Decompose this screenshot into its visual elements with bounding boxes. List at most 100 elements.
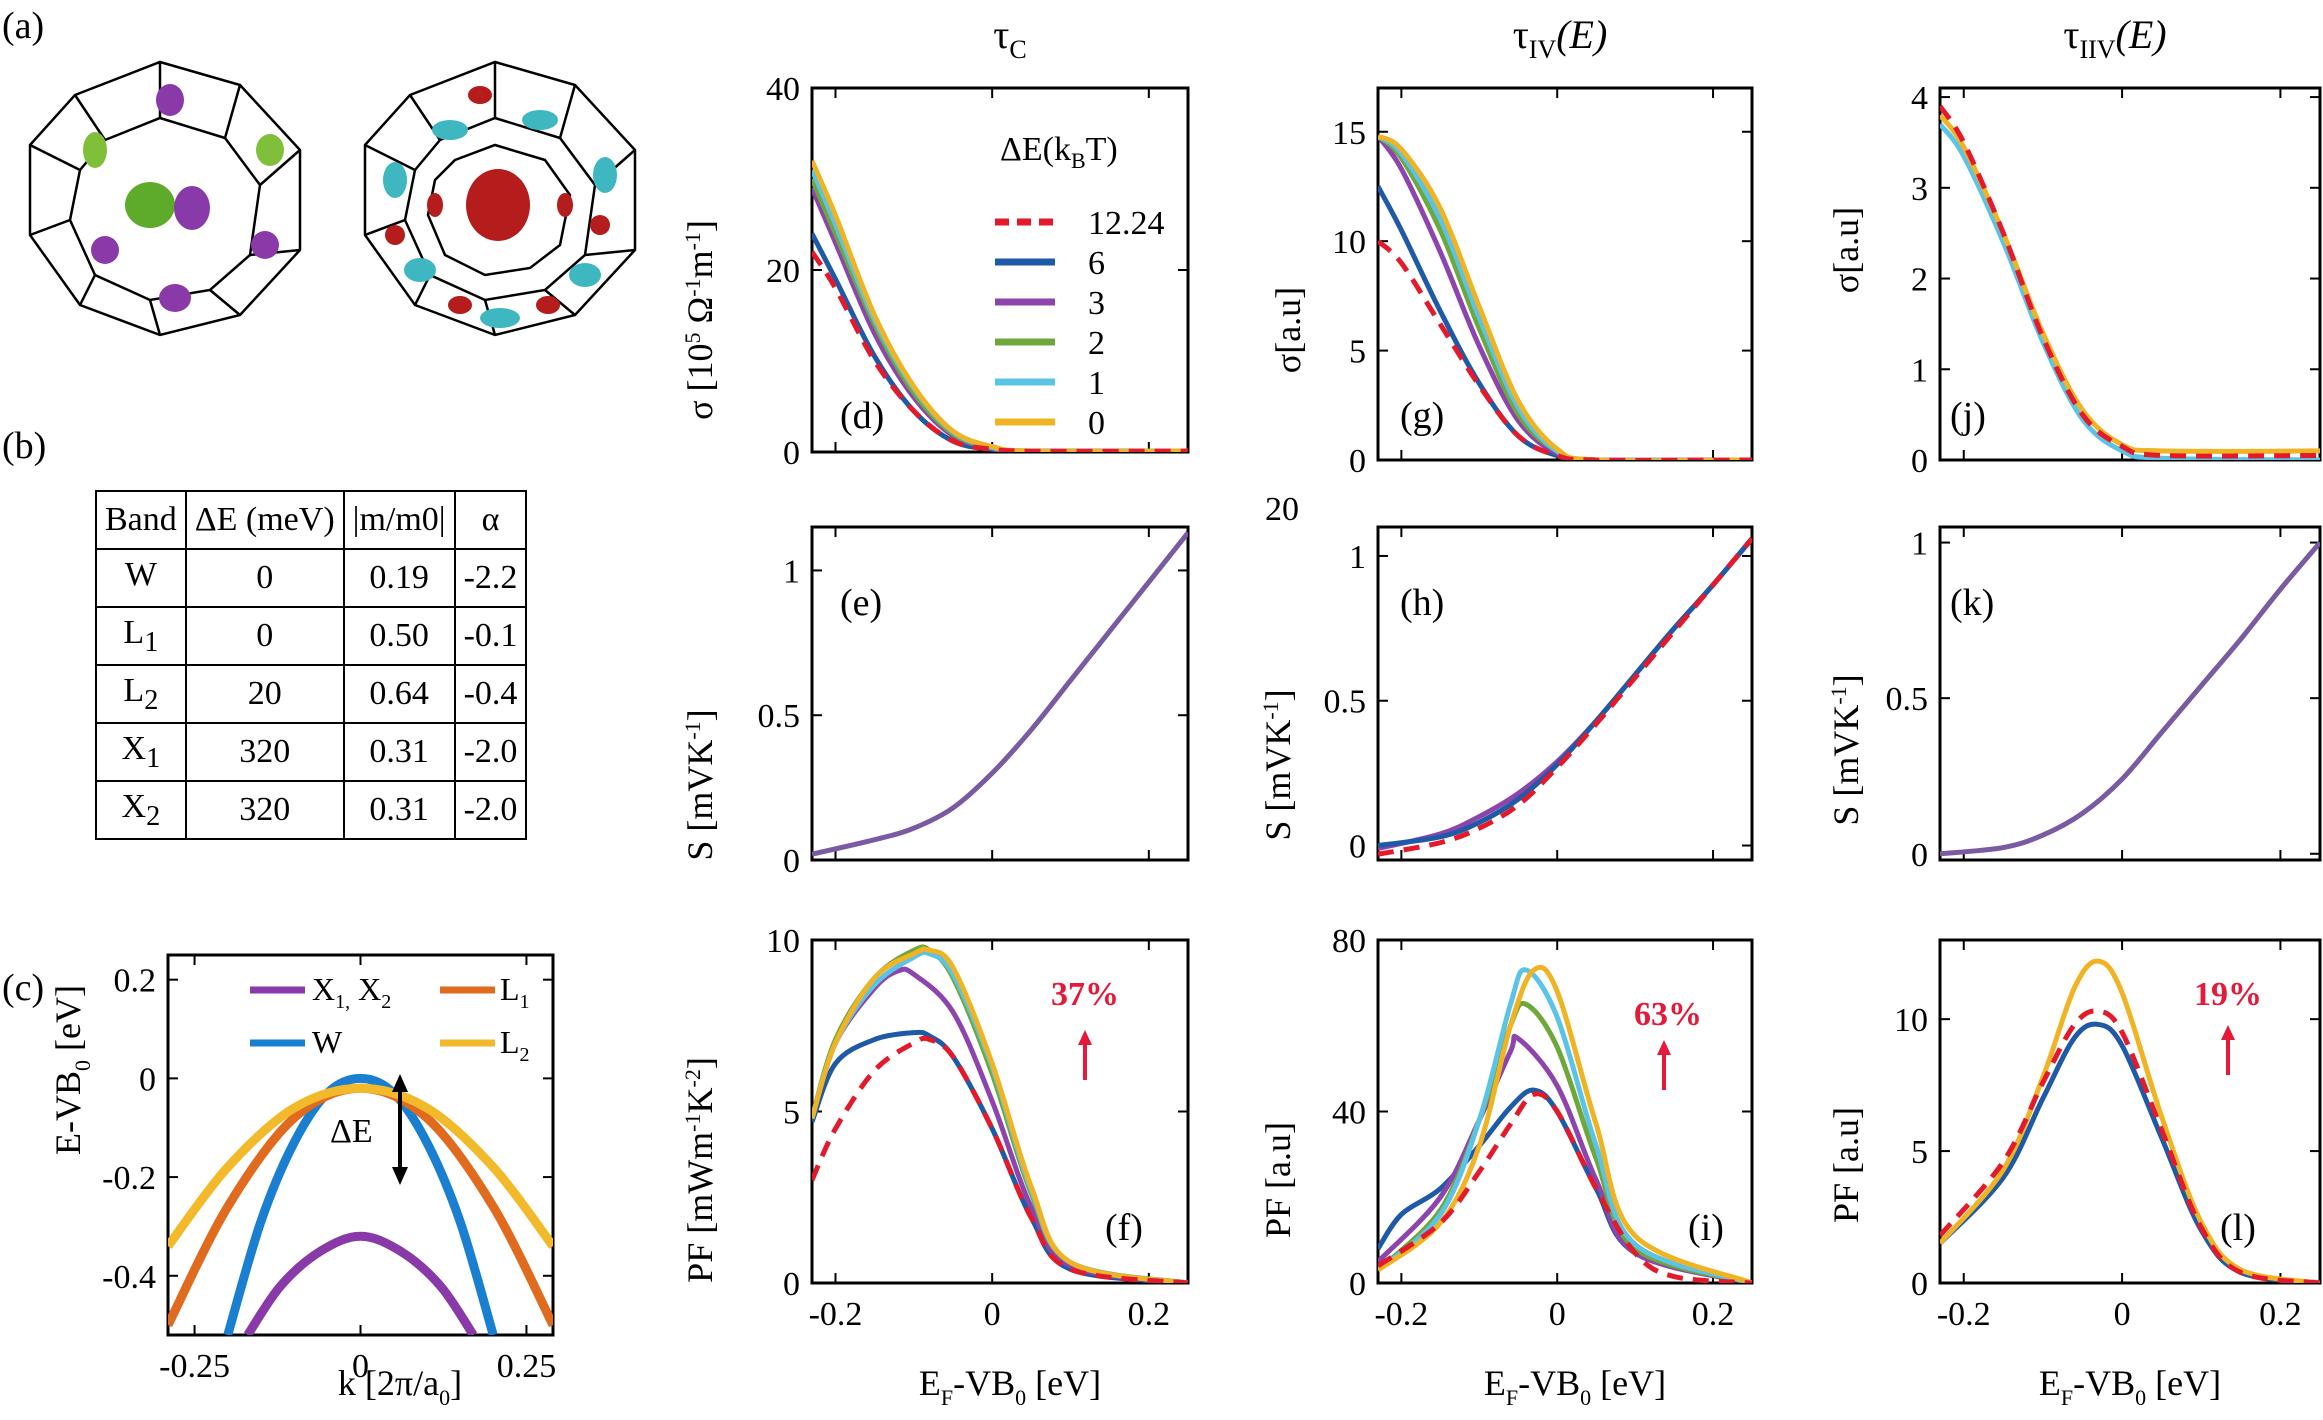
col-band: Band [95, 490, 187, 550]
series-line-all [812, 531, 1188, 857]
fermi-surface-left [28, 60, 302, 337]
legend-entry: 2 [1088, 325, 1105, 362]
ytick-label: 1 [1911, 352, 1928, 389]
pct-f: 37% [1051, 976, 1119, 1013]
series-line-1 [1378, 967, 1752, 1283]
ytick-label: 1 [1911, 526, 1928, 563]
subpanel-i: (i) [1688, 1207, 1724, 1249]
cell-alpha: -2.2 [453, 548, 528, 608]
ytick-label: 5 [783, 1095, 800, 1132]
cell-de: 0 [184, 548, 345, 608]
ylabel-d: σ [105 Ω-1m-1] [680, 220, 720, 420]
ylabel-h: S [mVK-1] [1258, 689, 1298, 840]
subpanel-f: (f) [1105, 1207, 1143, 1249]
series-line-2 [1378, 134, 1752, 460]
xtick-label: 0.2 [1128, 1296, 1171, 1333]
legend-entry: 1 [1088, 365, 1105, 402]
ytick-label: 0 [1911, 1266, 1928, 1303]
delta-e-arrow-up [392, 1074, 408, 1092]
ylabel-i: PF [a.u] [1258, 1122, 1298, 1238]
cell-m: 0.64 [342, 664, 456, 724]
series-line-0 [1940, 113, 2320, 454]
ytick-label: 0 [139, 1061, 156, 1098]
pct-annotations: 37% 63% 19% [1051, 976, 2262, 1090]
axes-frame [810, 525, 1190, 862]
cell-de: 320 [184, 722, 345, 782]
cell-alpha: -0.4 [453, 664, 528, 724]
series-line-12-24 [812, 250, 1188, 452]
cell-alpha: -0.1 [453, 606, 528, 666]
cell-band: L2 [95, 664, 187, 724]
series-line-X1--X2 [243, 1231, 478, 1335]
column-title-3: τIIV(E) [2063, 12, 2166, 64]
table-row: X2 320 0.31 -2.0 [95, 780, 528, 840]
ytick-label: 15 [1332, 115, 1366, 152]
subpanel-d: (d) [840, 395, 884, 437]
table-row: W 0 0.19 -2.2 [95, 548, 528, 608]
cell-de: 20 [184, 664, 345, 724]
ylabel-e: S [mVK-1] [680, 709, 720, 860]
stray-tick-20: 20 [1265, 491, 1299, 528]
cell-de: 0 [184, 606, 345, 666]
panel-g: 0 5 10 15 [1332, 86, 1754, 480]
ylabel-f: PF [mWm-1K-2] [680, 1057, 720, 1283]
panel-label-c: (c) [2, 967, 44, 1009]
subpanel-h: (h) [1400, 582, 1444, 624]
cell-m: 0.50 [342, 606, 456, 666]
xlabel-i: EF-VB0 [eV] [1484, 1363, 1666, 1410]
ytick-label: 5 [1349, 334, 1366, 371]
series-line-12-24 [1378, 1091, 1752, 1283]
arrow-l-head [2221, 1025, 2235, 1040]
cell-band: W [95, 548, 187, 608]
legend-entry: 0 [1088, 405, 1105, 442]
panel-e: 00.51 [758, 525, 1190, 880]
xtick-label: 0 [2114, 1296, 2131, 1333]
ylabel-k: S [mVK-1] [1826, 674, 1866, 825]
panel-label-a: (a) [2, 5, 44, 47]
table-row: L2 20 0.64 -0.4 [95, 664, 528, 724]
ytick-label: 0.5 [1324, 684, 1367, 721]
ytick-label: 4 [1911, 80, 1928, 117]
xlabel-c: k [2π/a0] [338, 1363, 462, 1410]
ytick-label: 10 [1332, 224, 1366, 261]
panel-c: 0.2 0 -0.2 -0.4 -0.25 0 0.25 [102, 953, 557, 1385]
series-line-0 [1378, 133, 1752, 460]
series-line-0 [1378, 964, 1752, 1283]
band-legend-x: X1, X2 [312, 971, 391, 1013]
subpanel-letters: (d) (e) (f) (g) (h) (i) (j) (k) (l) [840, 395, 2256, 1249]
ylabel-g: σ[a.u] [1268, 287, 1308, 373]
subpanel-l: (l) [2220, 1207, 2256, 1249]
ylabel-j: σ[a.u] [1826, 207, 1866, 293]
cell-alpha: -2.0 [453, 780, 528, 840]
ytick-label: -0.2 [102, 1160, 156, 1197]
cell-band: L1 [95, 606, 187, 666]
legend-entry: 3 [1088, 285, 1105, 322]
xtick-label: 0.25 [497, 1348, 557, 1385]
cell-de: 320 [184, 780, 345, 840]
arrow-f-head [1078, 1030, 1092, 1045]
band-table: Band ΔE (meV) |m/m0| α W 0 0.19 -2.2 L1 0 0.5… [95, 490, 528, 840]
ytick-label: 0 [1349, 1266, 1366, 1303]
panel-j: 0 1 2 3 4 [1911, 80, 2322, 480]
arrow-i-head [1657, 1040, 1671, 1055]
axes-frame [1376, 525, 1754, 862]
pct-i: 63% [1634, 996, 1702, 1033]
ytick-label: 3 [1911, 171, 1928, 208]
table-row: X1 320 0.31 -2.0 [95, 722, 528, 782]
xtick-label: 0.2 [2259, 1296, 2302, 1333]
xtick-label: -0.2 [1374, 1296, 1428, 1333]
series-line-3 [1378, 134, 1752, 460]
series-line-1 [1378, 134, 1752, 460]
ytick-label: 80 [1332, 923, 1366, 960]
axes-frame [1938, 86, 2322, 462]
column-title-2: τIV(E) [1513, 12, 1608, 64]
axes-frame [1938, 525, 2322, 862]
subpanel-g: (g) [1400, 395, 1444, 437]
xlabel-f: EF-VB0 [eV] [919, 1363, 1101, 1410]
cell-m: 0.31 [342, 722, 456, 782]
ytick-label: 10 [766, 923, 800, 960]
